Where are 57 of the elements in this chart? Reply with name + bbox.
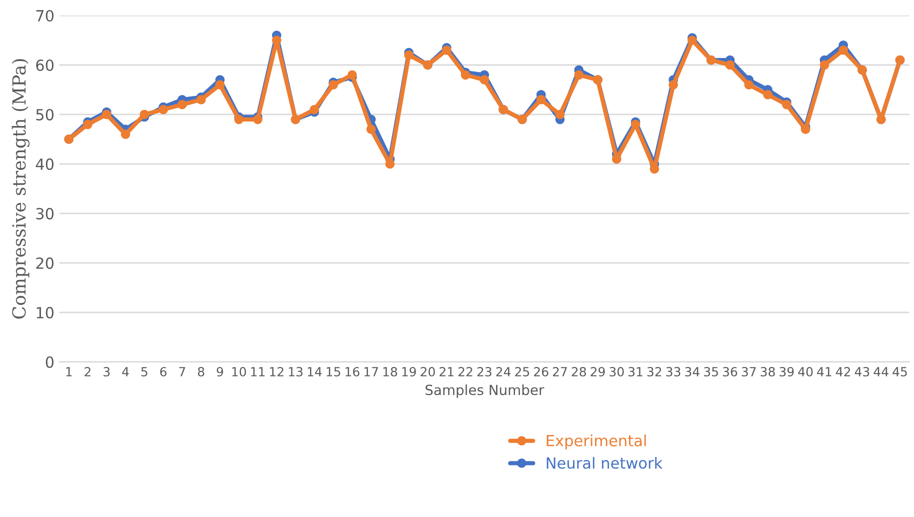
x-tick-label: 5 <box>141 367 148 376</box>
x-tick-label: 24 <box>496 366 511 376</box>
x-tick-label: 43 <box>854 366 870 376</box>
x-tick-label: 44 <box>874 367 888 376</box>
x-tick-label: 8 <box>198 366 204 376</box>
x-tick-label: 13 <box>288 366 302 376</box>
x-tick-label: 12 <box>270 366 284 376</box>
x-tick-label: 42 <box>836 366 850 376</box>
y-tick-label: 0 <box>46 356 54 368</box>
x-tick-label: 35 <box>704 366 718 376</box>
x-tick-label: 37 <box>742 366 756 376</box>
x-tick-label: 29 <box>590 366 605 376</box>
x-tick-label: 21 <box>440 366 454 376</box>
x-tick-label: 40 <box>798 366 813 376</box>
x-axis-title: Samples Number <box>426 384 544 398</box>
y-tick-label: 50 <box>36 108 54 120</box>
x-tick-label: 9 <box>216 366 224 376</box>
x-tick-label: 26 <box>534 366 548 376</box>
y-tick-label: 60 <box>36 59 54 72</box>
y-tick-label: 30 <box>36 208 54 220</box>
y-axis-title: Compressive strength (MPa) <box>12 59 30 319</box>
x-tick-label: 6 <box>160 366 166 376</box>
x-tick-label: 27 <box>552 366 567 376</box>
x-tick-label: 17 <box>364 367 378 376</box>
x-tick-label: 25 <box>515 366 530 376</box>
x-tick-label: 23 <box>477 366 492 376</box>
x-tick-label: 11 <box>251 367 265 376</box>
legend-label: Experimental <box>546 434 646 450</box>
x-tick-label: 22 <box>458 366 472 376</box>
x-tick-label: 41 <box>817 367 832 376</box>
x-tick-label: 33 <box>666 366 680 376</box>
x-tick-label: 16 <box>346 366 360 376</box>
x-tick-label: 18 <box>383 366 398 376</box>
x-tick-label: 15 <box>326 367 340 376</box>
x-tick-label: 10 <box>232 366 246 376</box>
x-tick-label: 14 <box>308 367 322 376</box>
x-tick-label: 39 <box>780 366 794 376</box>
x-tick-label: 19 <box>402 366 416 376</box>
x-tick-label: 1 <box>66 367 72 376</box>
x-tick-label: 2 <box>84 366 90 376</box>
x-tick-label: 30 <box>610 366 624 376</box>
legend-label: Neural network <box>546 456 663 469</box>
y-tick-label: 40 <box>36 158 54 170</box>
x-tick-label: 4 <box>122 367 129 376</box>
x-tick-label: 32 <box>647 366 662 376</box>
x-tick-label: 31 <box>628 366 642 376</box>
x-tick-label: 28 <box>572 366 586 376</box>
y-tick-label: 70 <box>36 10 54 22</box>
x-tick-label: 36 <box>722 366 738 376</box>
x-tick-label: 45 <box>892 367 907 376</box>
y-tick-label: 20 <box>36 257 54 269</box>
x-tick-label: 20 <box>420 366 435 376</box>
x-tick-label: 34 <box>685 366 700 376</box>
x-tick-label: 38 <box>760 366 775 376</box>
x-tick-label: 3 <box>104 366 110 376</box>
y-tick-label: 10 <box>36 306 54 318</box>
x-tick-label: 7 <box>179 367 186 376</box>
